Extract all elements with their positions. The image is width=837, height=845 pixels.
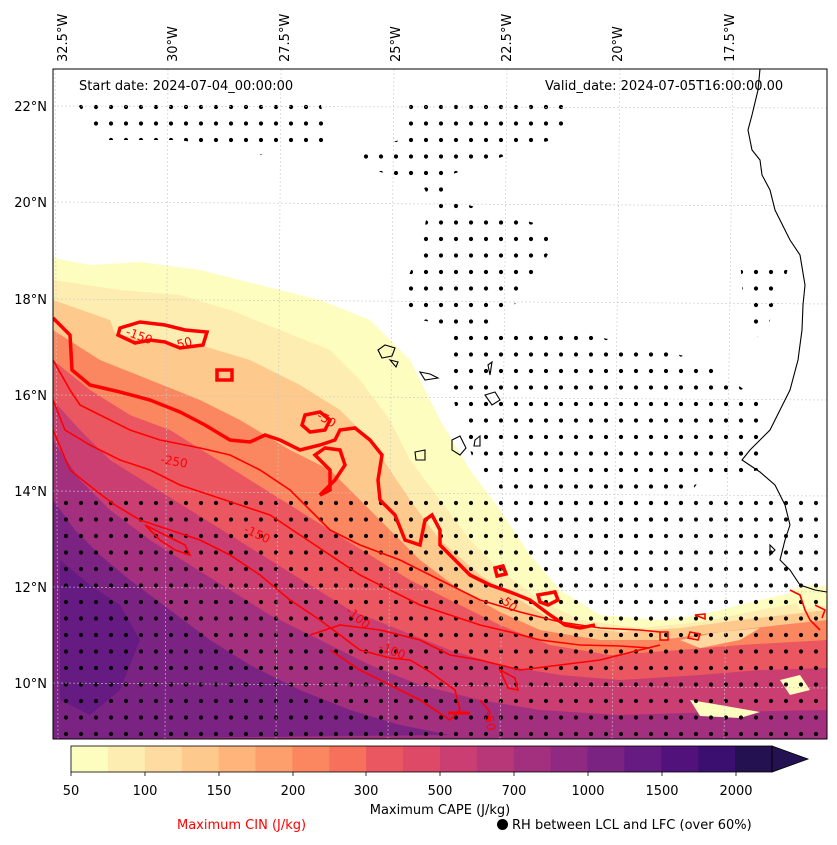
colorbar-segment — [218, 746, 256, 772]
coastline — [377, 69, 827, 593]
cin-contours — [53, 316, 827, 722]
colorbar-segment — [476, 746, 515, 772]
colorbar-tick: 300 — [354, 784, 379, 799]
colorbar-tick: 500 — [428, 784, 453, 799]
lon-label: 20°W — [611, 26, 626, 62]
stipple-dot-icon — [497, 819, 508, 830]
colorbar-segment — [661, 746, 699, 772]
colorbar-segment — [439, 746, 478, 772]
lat-label: 20°N — [14, 196, 47, 211]
colorbar-tick: 700 — [502, 784, 527, 799]
colorbar-tick: 100 — [133, 784, 158, 799]
colorbar-tick: 2000 — [719, 784, 752, 799]
colorbar-tick: 200 — [281, 784, 306, 799]
colorbar-frame — [70, 745, 773, 773]
colorbar-segment — [735, 746, 773, 772]
colorbar-segment — [71, 746, 109, 772]
colorbar-segment — [292, 746, 330, 772]
colorbar-segment — [403, 746, 441, 772]
cin-legend: Maximum CIN (J/kg) — [177, 818, 307, 833]
lon-label: 27.5°W — [278, 14, 293, 62]
graticule — [53, 69, 827, 739]
colorbar-tick: 150 — [207, 784, 232, 799]
lat-label: 16°N — [14, 389, 47, 404]
colorbar-segment — [107, 746, 146, 772]
colorbar-segment — [624, 746, 662, 772]
lon-label: 25°W — [389, 26, 404, 62]
start-date: Start date: 2024-07-04_00:00:00 — [79, 79, 293, 94]
colorbar-tick: 1000 — [571, 784, 604, 799]
colorbar-tick: 1500 — [645, 784, 678, 799]
colorbar-ticks: 50 100 150 200 300 500 700 1000 1500 200… — [63, 772, 753, 799]
lon-label: 22.5°W — [500, 14, 515, 62]
lat-label: 10°N — [14, 677, 47, 692]
rh-stippling — [53, 95, 827, 739]
lat-label: 12°N — [14, 581, 47, 596]
colorbar-extend-arrow — [771, 745, 810, 773]
rh-legend: RH between LCL and LFC (over 60%) — [497, 818, 752, 833]
latitude-labels: 22°N 20°N 18°N 16°N 14°N 12°N 10°N — [14, 100, 47, 692]
colorbar-tick: 50 — [63, 784, 80, 799]
lat-label: 22°N — [14, 100, 47, 115]
contour-label: -50 — [171, 334, 194, 353]
rh-legend-label: RH between LCL and LFC (over 60%) — [512, 818, 752, 833]
longitude-labels: 32.5°W 30°W 27.5°W 25°W 22.5°W 20°W 17.5… — [56, 14, 738, 62]
colorbar-segment — [181, 746, 220, 772]
valid-date: Valid_date: 2024-07-05T16:00:00.00 — [545, 79, 783, 94]
colorbar-segment — [255, 746, 293, 772]
colorbar-segment — [144, 746, 183, 772]
colorbar-segment — [513, 746, 552, 772]
map-content: -150 -50 -50 -250 -150 -100 -100 -50 -50 — [53, 69, 827, 739]
lat-label: 18°N — [14, 293, 47, 308]
lat-label: 14°N — [14, 485, 47, 500]
contour-labels: -150 -50 -50 -250 -150 -100 -100 -50 -50 — [124, 325, 520, 732]
colorbar-segment — [698, 746, 736, 772]
contour-label: -50 — [481, 710, 498, 732]
contour-label: -250 — [159, 452, 188, 471]
lon-label: 32.5°W — [56, 14, 71, 62]
colorbar-segment — [366, 746, 404, 772]
colorbar-segment — [329, 746, 367, 772]
colorbar — [70, 745, 810, 773]
lon-label: 30°W — [166, 26, 181, 62]
lon-label: 17.5°W — [723, 14, 738, 62]
colorbar-segment — [587, 746, 625, 772]
colorbar-label: Maximum CAPE (J/kg) — [370, 803, 510, 818]
map-frame — [52, 68, 828, 740]
colorbar-segment — [550, 746, 589, 772]
